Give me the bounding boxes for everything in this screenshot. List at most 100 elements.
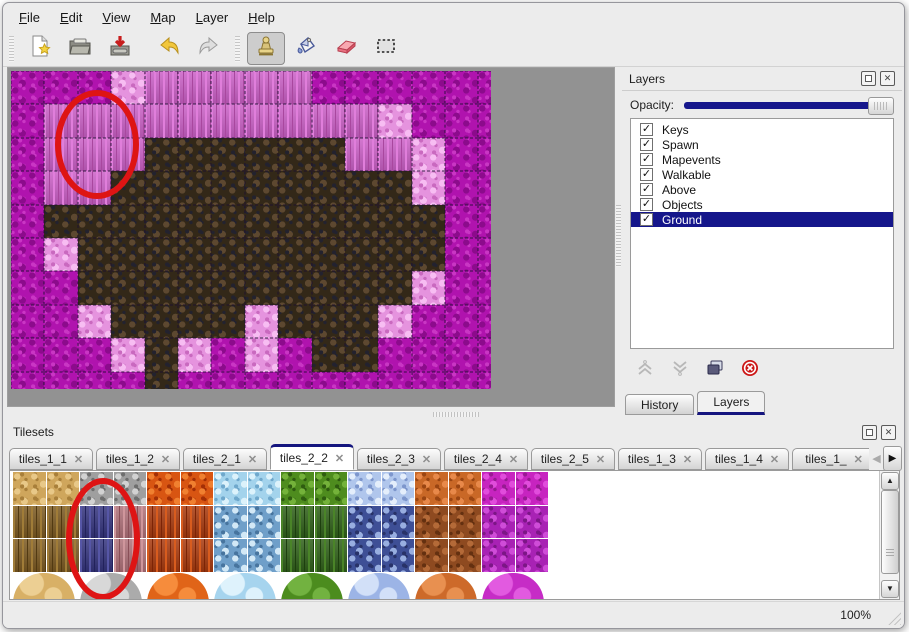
map-tile-dark-brown[interactable] bbox=[144, 137, 178, 172]
close-tab-icon[interactable]: ✕ bbox=[334, 452, 345, 465]
map-tile-dark-magenta[interactable] bbox=[478, 237, 491, 272]
map-tile-dark-brown[interactable] bbox=[244, 171, 279, 205]
tileset-tile-dark_blue[interactable] bbox=[80, 505, 113, 538]
map-view-pane[interactable] bbox=[7, 67, 615, 407]
map-tile-light-pink[interactable] bbox=[77, 171, 112, 205]
tileset-tile-magenta_dark[interactable] bbox=[515, 505, 548, 538]
layer-row-spawn[interactable]: ✓ Spawn bbox=[631, 137, 893, 152]
duplicate-layer-button[interactable] bbox=[704, 357, 726, 379]
map-tile-dark-brown[interactable] bbox=[77, 237, 112, 272]
close-tab-icon[interactable]: ✕ bbox=[160, 453, 171, 466]
map-tile-dark-brown[interactable] bbox=[344, 237, 379, 272]
tileset-tile-fire[interactable] bbox=[147, 539, 180, 572]
map-tile-dark-magenta[interactable] bbox=[445, 204, 479, 238]
tileset-tile-rust_light[interactable] bbox=[448, 472, 481, 505]
tileset-tile-ice_dark[interactable] bbox=[214, 505, 247, 538]
menu-item-view[interactable]: View bbox=[102, 9, 131, 25]
map-tile-dark-brown[interactable] bbox=[211, 171, 245, 205]
layer-visibility-checkbox[interactable]: ✓ bbox=[640, 153, 653, 166]
tileset-tab-tiles_1_2[interactable]: tiles_1_2 ✕ bbox=[96, 448, 180, 470]
map-tile-dark-brown[interactable] bbox=[344, 338, 379, 372]
map-tile-dark-magenta[interactable] bbox=[445, 104, 479, 138]
close-tab-icon[interactable]: ✕ bbox=[595, 453, 606, 466]
save-button[interactable] bbox=[101, 32, 139, 65]
map-tile-dark-magenta[interactable] bbox=[311, 371, 345, 389]
map-tile-bright-pink[interactable] bbox=[177, 338, 212, 372]
tileset-tab-tiles_2_2[interactable]: tiles_2_2 ✕ bbox=[270, 444, 354, 470]
scroll-up-icon[interactable]: ▲ bbox=[881, 472, 899, 490]
opacity-slider[interactable] bbox=[684, 96, 894, 115]
map-tile-light-pink[interactable] bbox=[177, 71, 212, 105]
map-tile-light-pink[interactable] bbox=[244, 71, 279, 105]
map-tile-dark-brown[interactable] bbox=[278, 137, 312, 172]
map-tile-dark-brown[interactable] bbox=[144, 338, 178, 372]
map-tile-dark-magenta[interactable] bbox=[445, 237, 479, 272]
tileset-tile-magenta_dark[interactable] bbox=[482, 505, 515, 538]
map-tile-dark-magenta[interactable] bbox=[77, 371, 112, 389]
map-tile-light-pink[interactable] bbox=[44, 171, 78, 205]
map-tile-dark-brown[interactable] bbox=[344, 304, 379, 339]
tileset-tile-lava[interactable] bbox=[180, 472, 213, 505]
tileset-tile-graystone[interactable] bbox=[80, 472, 113, 505]
map-tile-dark-magenta[interactable] bbox=[77, 71, 112, 105]
map-tile-light-pink[interactable] bbox=[278, 71, 312, 105]
map-tile-dark-magenta[interactable] bbox=[44, 338, 78, 372]
select-button[interactable] bbox=[367, 32, 405, 65]
tileset-tile-magenta_dark[interactable] bbox=[515, 539, 548, 572]
tileset-tile-crystal_light[interactable] bbox=[348, 472, 381, 505]
map-tile-dark-brown[interactable] bbox=[77, 204, 112, 238]
map-tile-dark-brown[interactable] bbox=[177, 204, 212, 238]
tileset-tile-crystal_light[interactable] bbox=[381, 472, 414, 505]
map-tile-dark-brown[interactable] bbox=[144, 371, 178, 389]
layer-visibility-checkbox[interactable]: ✓ bbox=[640, 123, 653, 136]
map-tile-dark-magenta[interactable] bbox=[11, 204, 45, 238]
map-tile-dark-brown[interactable] bbox=[311, 338, 345, 372]
layer-row-above[interactable]: ✓ Above bbox=[631, 182, 893, 197]
map-tile-dark-brown[interactable] bbox=[111, 204, 145, 238]
tileset-tab-tiles_1_3[interactable]: tiles_1_3 ✕ bbox=[618, 448, 702, 470]
tileset-rust-blob[interactable] bbox=[415, 573, 477, 599]
tileset-green-blob[interactable] bbox=[281, 573, 343, 599]
map-tile-dark-brown[interactable] bbox=[77, 271, 112, 305]
tileset-tile-ice_light[interactable] bbox=[214, 472, 247, 505]
map-tile-light-pink[interactable] bbox=[77, 137, 112, 172]
tileset-tile-rust_dark[interactable] bbox=[448, 539, 481, 572]
map-tile-light-pink[interactable] bbox=[211, 71, 245, 105]
map-tile-dark-magenta[interactable] bbox=[378, 71, 412, 105]
tileset-tile-rust_dark[interactable] bbox=[448, 505, 481, 538]
map-tile-dark-magenta[interactable] bbox=[278, 371, 312, 389]
map-tile-dark-brown[interactable] bbox=[344, 204, 379, 238]
map-tile-dark-brown[interactable] bbox=[411, 204, 446, 238]
map-tile-dark-brown[interactable] bbox=[211, 137, 245, 172]
tileset-tab-tiles_1_[interactable]: tiles_1_ ✕ bbox=[792, 448, 869, 470]
map-tile-light-pink[interactable] bbox=[278, 104, 312, 138]
tileset-tile-ice_dark[interactable] bbox=[247, 539, 280, 572]
layer-visibility-checkbox[interactable]: ✓ bbox=[640, 213, 653, 226]
map-tile-light-pink[interactable] bbox=[144, 104, 178, 138]
map-tile-dark-brown[interactable] bbox=[344, 171, 379, 205]
map-tile-dark-brown[interactable] bbox=[311, 237, 345, 272]
map-tile-grid[interactable] bbox=[11, 71, 491, 389]
map-tile-light-pink[interactable] bbox=[44, 137, 78, 172]
map-tile-dark-magenta[interactable] bbox=[44, 271, 78, 305]
tileset-tab-tiles_2_5[interactable]: tiles_2_5 ✕ bbox=[531, 448, 615, 470]
close-tab-icon[interactable]: ✕ bbox=[682, 453, 693, 466]
map-tile-dark-brown[interactable] bbox=[278, 271, 312, 305]
layer-row-mapevents[interactable]: ✓ Mapevents bbox=[631, 152, 893, 167]
map-tile-dark-brown[interactable] bbox=[177, 137, 212, 172]
tileset-tile-green_dark[interactable] bbox=[281, 539, 314, 572]
tileset-tab-tiles_1_4[interactable]: tiles_1_4 ✕ bbox=[705, 448, 789, 470]
map-tile-dark-magenta[interactable] bbox=[44, 371, 78, 389]
close-tab-icon[interactable]: ✕ bbox=[853, 453, 863, 466]
map-tile-dark-brown[interactable] bbox=[244, 204, 279, 238]
tileset-tile-brown_fur[interactable] bbox=[13, 539, 46, 572]
close-tab-icon[interactable]: ✕ bbox=[508, 453, 519, 466]
scrollbar-thumb[interactable] bbox=[881, 490, 899, 574]
tileset-tile-crystal_dark[interactable] bbox=[381, 505, 414, 538]
map-tile-dark-magenta[interactable] bbox=[478, 371, 491, 389]
map-tile-dark-brown[interactable] bbox=[378, 171, 412, 205]
map-tile-dark-magenta[interactable] bbox=[445, 137, 479, 172]
new-button[interactable] bbox=[21, 32, 59, 65]
map-tile-dark-magenta[interactable] bbox=[378, 338, 412, 372]
map-tile-dark-brown[interactable] bbox=[111, 304, 145, 339]
